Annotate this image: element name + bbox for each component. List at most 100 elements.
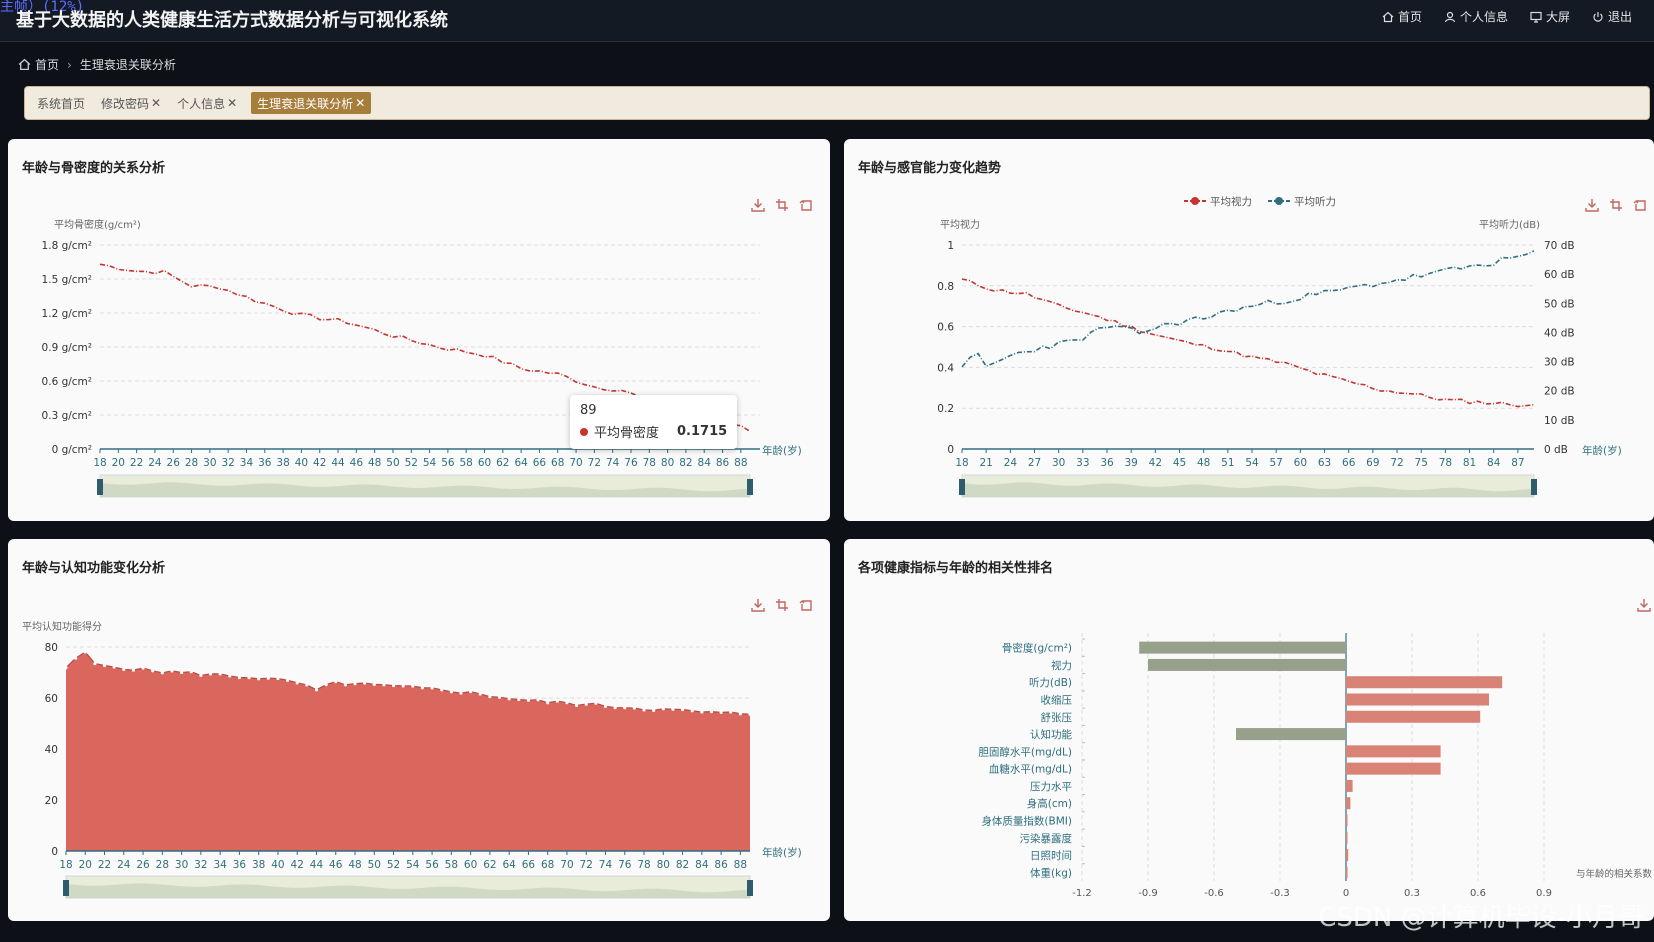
x-tick-label: 30 <box>175 859 188 871</box>
x-tick-label: -0.3 <box>1270 888 1290 899</box>
x-tick-label: 33 <box>1076 457 1089 469</box>
x-tick-label: 48 <box>1197 457 1210 469</box>
x-tick-label: 52 <box>387 859 400 871</box>
correlation-bar <box>1139 641 1346 654</box>
category-label: 污染暴露度 <box>1020 832 1073 845</box>
tab-change-password-label: 修改密码 <box>101 96 150 111</box>
data-point <box>218 672 222 676</box>
y-tick-label: 0 g/cm² <box>52 444 92 456</box>
download-icon[interactable] <box>750 197 766 213</box>
data-point <box>623 706 627 710</box>
data-point <box>228 674 232 678</box>
senses-panel: 平均视力 平均听力 平均视力 平均听力(dB) 0 0.2 0.4 0.6 0.8 1 0 dB 10… <box>844 139 1654 521</box>
tab-profile[interactable]: 个人信息 ✕ <box>175 92 239 114</box>
x-tick-label: 34 <box>213 859 227 871</box>
nav-logout-label: 退出 <box>1607 10 1632 24</box>
data-point <box>112 665 116 669</box>
zoom-icon[interactable] <box>774 197 790 213</box>
data-point <box>469 690 473 694</box>
correlation-bar <box>1346 762 1441 775</box>
cognitive-title: 年龄与认知功能变化分析 <box>22 561 166 576</box>
x-tick-label: 86 <box>714 859 728 871</box>
download-icon[interactable] <box>750 597 766 613</box>
category-label: 收缩压 <box>1041 694 1073 707</box>
datazoom-handle-right <box>747 479 753 495</box>
x-tick-label: 28 <box>185 457 198 469</box>
x-tick-label: 40 <box>271 859 284 871</box>
x-tick-label: 63 <box>1318 457 1331 469</box>
datazoom-handle-right <box>1531 479 1537 495</box>
download-icon[interactable] <box>1584 197 1600 213</box>
tooltip-x: 89 <box>580 403 597 418</box>
nav-logout[interactable]: 退出 <box>1592 8 1632 25</box>
series-dot <box>580 427 588 436</box>
download-icon[interactable] <box>1636 597 1652 613</box>
close-icon[interactable]: ✕ <box>151 96 162 110</box>
tooltip-value: 0.1715 <box>677 424 728 439</box>
x-tick-label: 82 <box>679 457 692 469</box>
data-point <box>208 672 213 676</box>
x-tick-label: 72 <box>1390 457 1403 469</box>
nav-dashboard[interactable]: 大屏 <box>1530 8 1570 25</box>
data-point <box>314 688 319 692</box>
x-tick-label: 60 <box>1294 457 1307 469</box>
y-tick-label-right: 30 dB <box>1544 357 1575 369</box>
x-tick-label: 0.9 <box>1536 888 1552 899</box>
tab-decline-analysis[interactable]: 生理衰退关联分析 ✕ <box>251 92 372 114</box>
x-tick-label: 38 <box>276 457 289 469</box>
correlation-bar <box>1346 676 1503 689</box>
y-tick-label: 1.2 g/cm² <box>42 308 92 320</box>
category-label: 认知功能 <box>1030 728 1072 741</box>
data-point <box>574 703 579 708</box>
correlation-bar <box>1236 728 1346 741</box>
breadcrumb-home[interactable]: 首页 <box>35 58 60 72</box>
bone-density-chart: 平均骨密度(g/cm²) 0 g/cm² 0.3 g/cm² 0.6 g/cm² 0.9… <box>42 218 802 498</box>
data-point <box>74 656 78 660</box>
x-tick-label: 88 <box>734 859 747 871</box>
restore-icon[interactable] <box>1632 197 1648 213</box>
x-tick-label: 54 <box>1245 457 1259 469</box>
zoom-icon[interactable] <box>1608 197 1624 213</box>
x-tick-label: 51 <box>1221 457 1234 469</box>
data-point <box>652 708 656 712</box>
x-tick-label: 62 <box>483 859 496 871</box>
x-tick-label: 20 <box>79 859 92 871</box>
correlation-bar <box>1346 779 1353 792</box>
nav-dashboard-label: 大屏 <box>1545 10 1570 24</box>
zoom-icon[interactable] <box>774 597 790 613</box>
x-tick-label: 54 <box>406 859 420 871</box>
data-point <box>440 688 444 692</box>
chart-tooltip: 89 平均骨密度 0.1715 <box>570 395 738 449</box>
datazoom-preview <box>962 482 1534 497</box>
y-tick-label: 80 <box>45 642 58 654</box>
x-tick-label: 82 <box>676 859 689 871</box>
data-point <box>671 707 675 711</box>
tabs-bar: 系统首页 修改密码 ✕ 个人信息 ✕ 生理衰退关联分析 ✕ <box>24 86 1650 120</box>
x-tick-label: 88 <box>734 457 747 469</box>
x-tick-label: 81 <box>1463 457 1476 469</box>
tab-change-password[interactable]: 修改密码 ✕ <box>99 92 163 114</box>
x-tick-label: 0 <box>1343 888 1349 899</box>
x-tick-label: 78 <box>643 457 656 469</box>
data-point <box>680 707 685 712</box>
data-point <box>64 666 68 670</box>
data-point <box>334 680 338 684</box>
x-tick-label: 24 <box>1004 457 1018 469</box>
y-tick-label-left: 0.4 <box>937 362 954 374</box>
close-icon[interactable]: ✕ <box>227 96 238 110</box>
x-tick-label: 22 <box>98 859 111 871</box>
x-tick-label: 44 <box>310 859 324 871</box>
restore-icon[interactable] <box>798 197 814 213</box>
nav-profile[interactable]: 个人信息 <box>1444 8 1508 25</box>
data-point <box>555 699 559 703</box>
data-point <box>517 697 521 702</box>
close-icon[interactable]: ✕ <box>355 96 366 110</box>
x-tick-label: 28 <box>156 859 169 871</box>
y-tick-label: 0 <box>51 846 58 858</box>
restore-icon[interactable] <box>798 597 814 613</box>
tab-home[interactable]: 系统首页 <box>35 92 87 114</box>
data-point <box>131 668 136 672</box>
nav-home[interactable]: 首页 <box>1382 8 1422 25</box>
category-label: 胆固醇水平(mg/dL) <box>978 745 1072 758</box>
